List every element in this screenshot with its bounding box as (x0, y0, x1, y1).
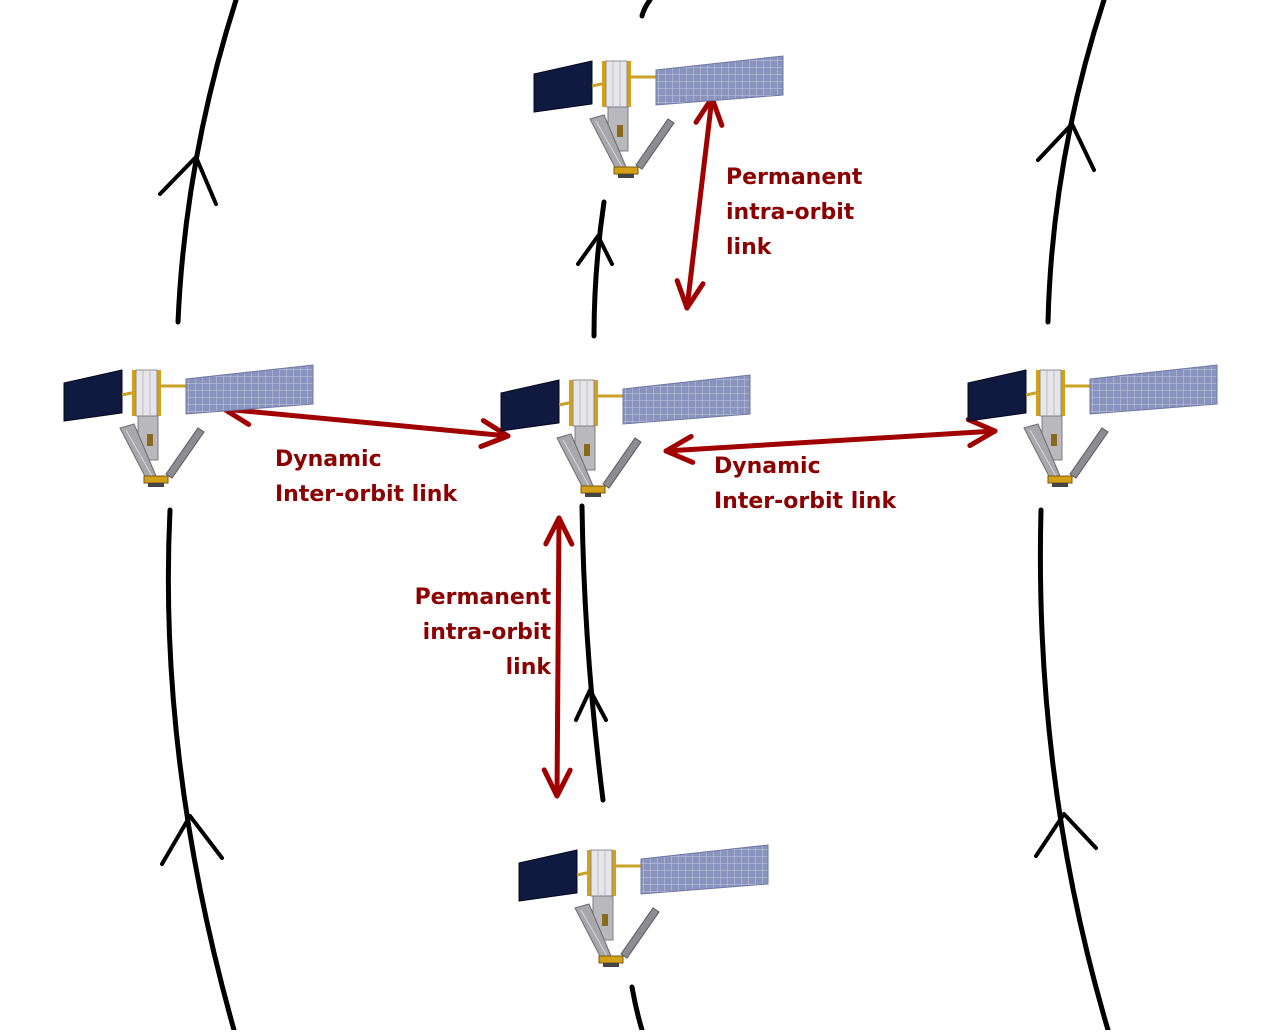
dynamic-link-arrow-left-head-end (478, 418, 511, 449)
dynamic-link-arrow-right-head-end (965, 417, 998, 449)
orbit-path-right-lower (1037, 507, 1111, 1033)
permanent-link-label-upper: Permanent intra-orbit link (726, 165, 863, 260)
orbit-path-center-mid (591, 199, 607, 339)
orbit-direction-chevron-1 (158, 155, 218, 206)
permanent-link-arrow-lower-head-end (541, 767, 573, 799)
dynamic-link-arrow-right-head-start (663, 433, 696, 465)
permanent-link-arrow-lower-head-start (543, 515, 575, 547)
dynamic-link-arrow-left (221, 406, 511, 439)
orbit-direction-chevron-5 (574, 688, 608, 722)
orbit-path-center-lower (579, 503, 606, 803)
satellite-right (966, 363, 1219, 489)
permanent-link-arrow-upper (684, 95, 715, 311)
orbit-direction-chevron-6 (1034, 812, 1098, 858)
permanent-link-arrow-upper-head-end (674, 278, 706, 311)
dynamic-link-label-right: Dynamic Inter-orbit link (714, 454, 897, 514)
permanent-link-arrow-lower (554, 515, 562, 799)
orbit-path-center-bottom (629, 984, 645, 1033)
orbit-path-center-top (639, 0, 653, 19)
orbit-direction-chevron-3 (1036, 122, 1096, 172)
dynamic-link-label-left: Dynamic Inter-orbit link (275, 447, 458, 507)
orbit-direction-chevron-2 (576, 234, 614, 266)
satellite-bottom (517, 843, 770, 969)
orbit-path-left-upper (175, 0, 239, 325)
satellite-center (499, 373, 752, 499)
orbit-direction-chevron-4 (160, 814, 224, 866)
permanent-link-label-lower: Permanent intra-orbit link (414, 585, 551, 680)
orbit-path-left-lower (165, 507, 237, 1033)
dynamic-link-arrow-right (663, 428, 998, 454)
orbit-path-right-upper (1045, 0, 1107, 325)
